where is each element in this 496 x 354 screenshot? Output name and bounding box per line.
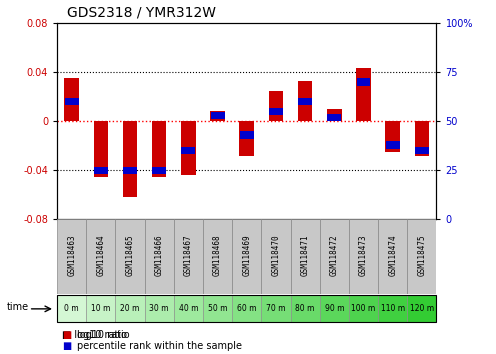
Text: GSM118474: GSM118474 — [388, 234, 397, 276]
Text: 70 m: 70 m — [266, 304, 286, 313]
Bar — [116, 219, 145, 294]
Text: GSM118464: GSM118464 — [96, 234, 105, 276]
Bar — [291, 219, 320, 294]
Text: GSM118463: GSM118463 — [67, 234, 76, 276]
Text: GSM118469: GSM118469 — [242, 234, 251, 276]
Bar — [415, 121, 429, 156]
Bar — [291, 295, 320, 322]
Text: 30 m: 30 m — [149, 304, 169, 313]
Text: ■ log10 ratio: ■ log10 ratio — [62, 330, 127, 339]
Text: GDS2318 / YMR312W: GDS2318 / YMR312W — [67, 5, 216, 19]
Bar — [261, 219, 291, 294]
Text: GSM118465: GSM118465 — [125, 234, 134, 276]
Text: GSM118470: GSM118470 — [271, 234, 280, 276]
Bar — [210, 112, 225, 121]
Bar — [57, 295, 436, 322]
Text: 80 m: 80 m — [296, 304, 315, 313]
Bar — [174, 295, 203, 322]
Text: time: time — [7, 302, 29, 312]
Bar — [357, 78, 371, 86]
Bar — [385, 121, 400, 152]
Bar — [407, 219, 436, 294]
Bar — [211, 112, 225, 119]
Text: ■: ■ — [62, 341, 71, 351]
Bar — [356, 68, 371, 121]
Text: GSM118466: GSM118466 — [155, 234, 164, 276]
Bar — [327, 109, 342, 121]
Bar — [182, 147, 195, 154]
Text: 0 m: 0 m — [64, 304, 79, 313]
Bar — [145, 219, 174, 294]
Bar — [145, 295, 174, 322]
Bar — [349, 295, 378, 322]
Bar — [320, 219, 349, 294]
Text: 110 m: 110 m — [380, 304, 405, 313]
Bar — [349, 219, 378, 294]
Text: 50 m: 50 m — [208, 304, 227, 313]
Bar — [57, 295, 86, 322]
Bar — [181, 121, 196, 175]
Text: 40 m: 40 m — [179, 304, 198, 313]
Text: 120 m: 120 m — [410, 304, 434, 313]
Bar — [123, 121, 137, 198]
Bar — [94, 167, 108, 174]
Bar — [240, 131, 253, 139]
Text: log10 ratio: log10 ratio — [77, 330, 129, 339]
Bar — [298, 81, 312, 121]
Bar — [86, 295, 116, 322]
Bar — [232, 219, 261, 294]
Text: 20 m: 20 m — [121, 304, 140, 313]
Text: 10 m: 10 m — [91, 304, 111, 313]
Bar — [261, 295, 291, 322]
Text: GSM118472: GSM118472 — [330, 234, 339, 276]
Bar — [269, 108, 283, 115]
Bar — [86, 219, 116, 294]
Bar — [152, 121, 167, 177]
Bar — [386, 141, 400, 149]
Bar — [64, 78, 79, 121]
Text: GSM118468: GSM118468 — [213, 234, 222, 276]
Bar — [57, 219, 86, 294]
Bar — [203, 219, 232, 294]
Text: 90 m: 90 m — [324, 304, 344, 313]
Bar — [415, 147, 429, 154]
Bar — [152, 167, 166, 174]
Bar — [269, 91, 283, 121]
Bar — [116, 295, 145, 322]
Text: 60 m: 60 m — [237, 304, 256, 313]
Bar — [64, 98, 78, 105]
Bar — [320, 295, 349, 322]
Bar — [94, 121, 108, 177]
Bar — [123, 167, 137, 174]
Bar — [378, 219, 407, 294]
Text: GSM118475: GSM118475 — [418, 234, 427, 276]
Bar — [174, 219, 203, 294]
Bar — [407, 295, 436, 322]
Bar — [203, 295, 232, 322]
Text: GSM118471: GSM118471 — [301, 234, 310, 276]
Bar — [240, 121, 254, 156]
Bar — [327, 114, 341, 121]
Text: GSM118473: GSM118473 — [359, 234, 368, 276]
Text: 100 m: 100 m — [351, 304, 375, 313]
Bar — [232, 295, 261, 322]
Text: ■: ■ — [62, 330, 71, 339]
Text: percentile rank within the sample: percentile rank within the sample — [77, 341, 242, 351]
Text: GSM118467: GSM118467 — [184, 234, 193, 276]
Bar — [378, 295, 407, 322]
Bar — [298, 98, 312, 105]
